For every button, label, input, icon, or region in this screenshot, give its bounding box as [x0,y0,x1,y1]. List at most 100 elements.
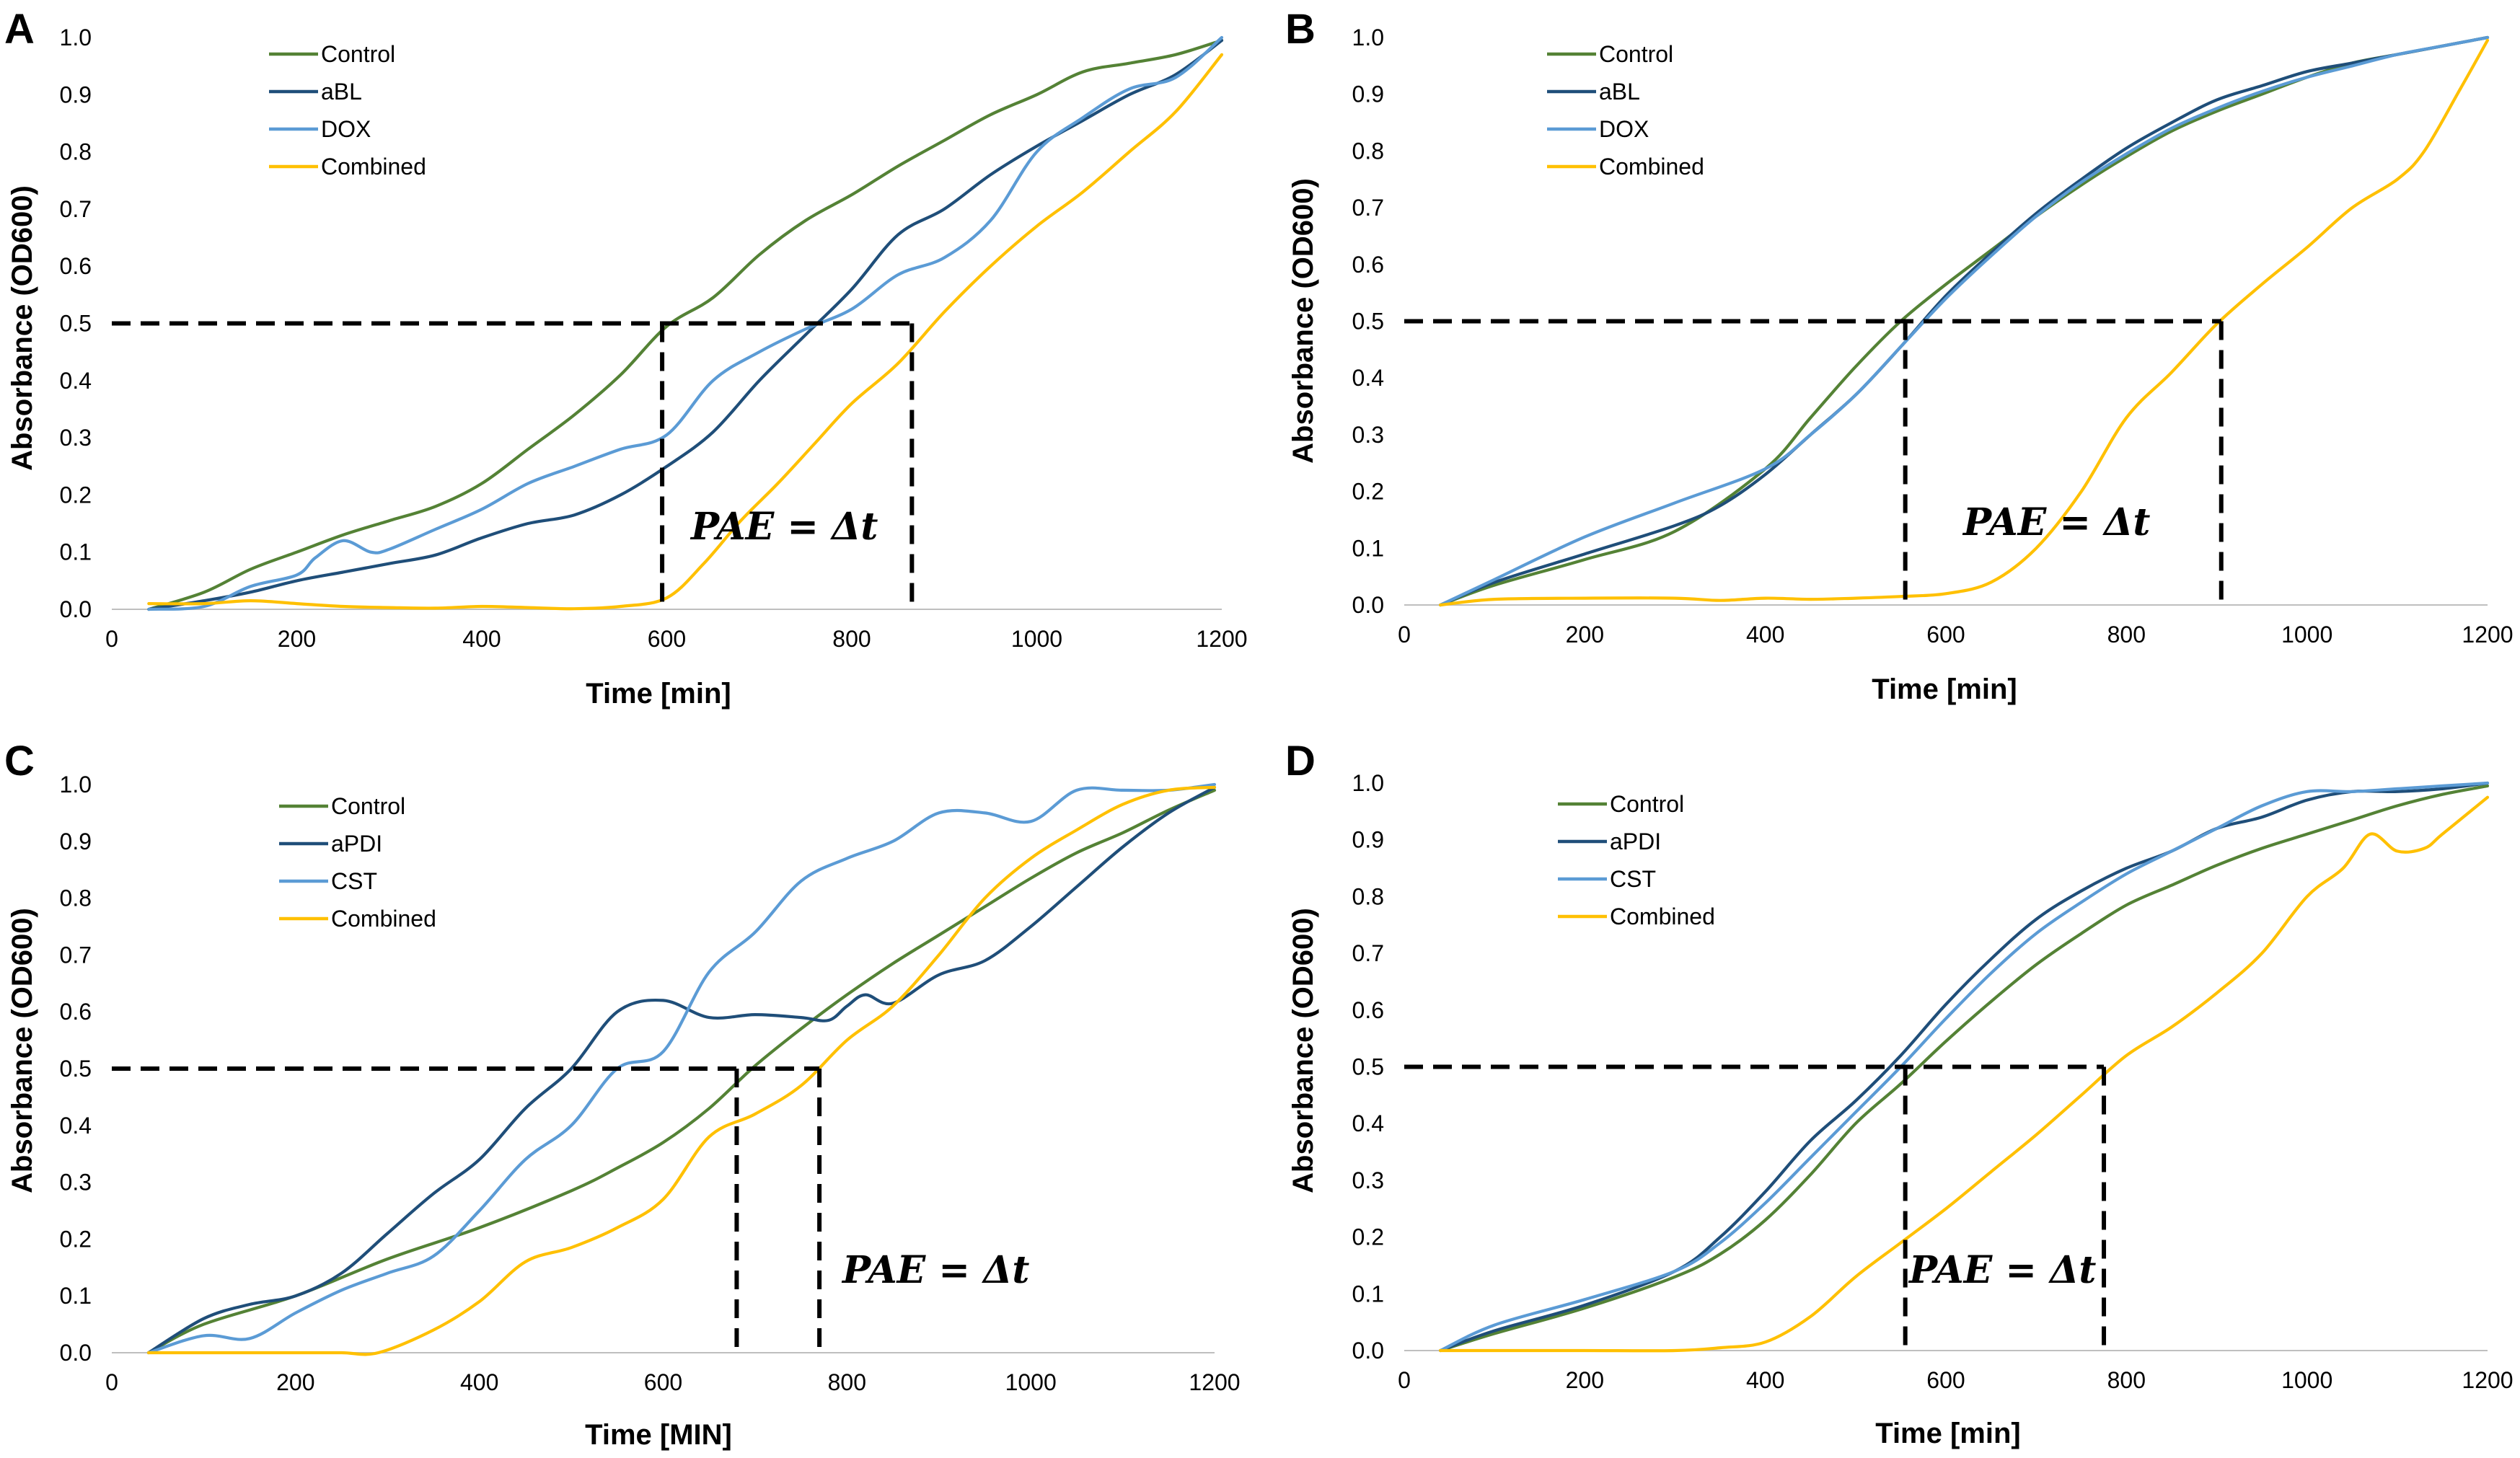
x-tick-label: 200 [276,1369,314,1395]
panel-c: C 0 200 400 600 800 1000 1200 0.0 0.1 0.2 0.3 0.4 0.… [0,729,1260,1458]
series-line-control [146,788,1217,1355]
legend-label: Control [1599,41,1673,67]
legend-label: aPDI [331,831,382,857]
x-tick-label: 400 [462,626,501,652]
y-tick-label: 0.5 [1352,1054,1384,1080]
y-tick-label: 0.5 [1352,309,1384,335]
y-tick-label: 0.0 [1352,1338,1384,1364]
y-tick-label: 0.8 [60,139,92,165]
y-tick-label: 0.4 [1352,365,1384,391]
legend-label: aPDI [1610,829,1661,854]
series-line-combined [1439,795,2490,1353]
y-tick-label: 0.5 [60,1056,92,1082]
y-tick-label: 0.6 [60,253,92,279]
panel-label: C [4,738,35,785]
y-tick-label: 0.6 [1352,252,1384,278]
x-tick-label: 0 [105,626,118,652]
y-tick-label: 0.1 [60,1283,92,1309]
x-tick-label: 1200 [1189,1369,1240,1395]
y-tick-label: 0.0 [60,596,92,622]
series-line-combined [1439,38,2490,607]
y-tick-label: 0.3 [60,425,92,451]
legend-label: DOX [321,116,371,142]
y-tick-label: 0.5 [60,311,92,337]
panel-label: D [1285,738,1316,785]
y-tick-label: 0.2 [60,482,92,508]
x-tick-label: 200 [1566,622,1604,648]
legend-label: aBL [1599,79,1640,105]
y-tick-label: 0.0 [60,1340,92,1366]
legend-label: Combined [1610,903,1715,929]
legend-label: Combined [331,906,436,932]
y-tick-label: 0.8 [60,885,92,911]
y-tick-label: 0.7 [1352,195,1384,221]
y-tick-label: 0.9 [60,81,92,107]
pae-annotation: PAE = Δt [841,1248,1029,1292]
y-axis-label: Absorbance (OD600) [1287,908,1319,1193]
series-line-abl [147,38,1224,611]
y-tick-label: 0.6 [60,999,92,1025]
x-tick-label: 0 [1398,1367,1411,1393]
series-line-abl [1439,35,2490,607]
chart-a: A 0 200 400 600 800 1000 1200 0.0 0.1 0.2 0.3 0.4 0.… [4,6,1248,710]
series-line-control [1439,784,2490,1353]
pae-annotation: PAE = Δt [1908,1248,2096,1292]
x-tick-label: 600 [648,626,686,652]
y-tick-label: 1.0 [60,772,92,798]
legend-label: Control [331,793,405,819]
x-tick-label: 200 [1566,1367,1604,1393]
x-tick-label: 600 [1926,1367,1965,1393]
y-tick-label: 0.2 [60,1226,92,1252]
legend-label: CST [1610,866,1656,892]
legend-label: Control [321,41,395,67]
x-tick-label: 600 [1926,622,1965,648]
pae-annotation: PAE = Δt [1962,500,2150,544]
panel-b: B 0 200 400 600 800 1000 1200 0.0 0.1 0.2 0.3 0.4 0.… [1260,0,2520,729]
panel-a: A 0 200 400 600 800 1000 1200 0.0 0.1 0.2 0.3 0.4 0.… [0,0,1260,729]
y-axis-label: Absorbance (OD600) [1287,178,1319,464]
y-tick-label: 1.0 [60,25,92,50]
x-tick-label: 1000 [2281,1367,2332,1393]
legend-label: DOX [1599,116,1649,142]
y-axis-label: Absorbance (OD600) [6,908,38,1193]
y-tick-label: 0.4 [1352,1110,1384,1136]
series-line-combined [146,785,1217,1356]
y-tick-label: 0.2 [1352,1224,1384,1250]
series-line-apdi [146,785,1217,1355]
x-tick-label: 800 [2107,1367,2146,1393]
y-tick-label: 0.1 [60,539,92,565]
x-axis-label: Time [min] [1875,1418,2021,1449]
panel-label: A [4,6,35,53]
series-line-cst [146,782,1217,1355]
y-tick-label: 0.3 [1352,422,1384,448]
x-tick-label: 200 [278,626,316,652]
y-tick-label: 0.8 [1352,883,1384,909]
x-tick-label: 400 [460,1369,498,1395]
series-line-dox [147,35,1224,611]
x-tick-label: 400 [1746,1367,1784,1393]
x-axis-label: Time [min] [586,678,731,710]
y-tick-label: 0.7 [1352,940,1384,966]
panel-label: B [1285,6,1316,53]
x-tick-label: 0 [1398,622,1411,648]
y-tick-label: 0.1 [1352,535,1384,561]
x-tick-label: 1200 [2462,622,2513,648]
chart-c: C 0 200 400 600 800 1000 1200 0.0 0.1 0.2 0.3 0.4 0.… [4,738,1241,1451]
chart-d: D 0 200 400 600 800 1000 1200 0.0 0.1 0.2 0.3 0.4 0.… [1285,738,2514,1449]
y-tick-label: 0.3 [1352,1167,1384,1193]
x-tick-label: 1000 [1005,1369,1057,1395]
legend-label: aBL [321,79,362,105]
y-tick-label: 0.0 [1352,592,1384,618]
y-tick-label: 0.1 [1352,1281,1384,1307]
x-tick-label: 1200 [1196,626,1247,652]
x-tick-label: 400 [1746,622,1784,648]
x-tick-label: 800 [2107,622,2146,648]
panel-d: D 0 200 400 600 800 1000 1200 0.0 0.1 0.2 0.3 0.4 0.… [1260,729,2520,1458]
x-tick-label: 800 [828,1369,866,1395]
series-line-dox [1439,35,2490,607]
legend-label: Control [1610,791,1684,817]
y-tick-label: 0.3 [60,1170,92,1196]
y-tick-label: 0.4 [60,368,92,394]
y-tick-label: 0.2 [1352,479,1384,505]
legend-label: CST [331,868,377,894]
